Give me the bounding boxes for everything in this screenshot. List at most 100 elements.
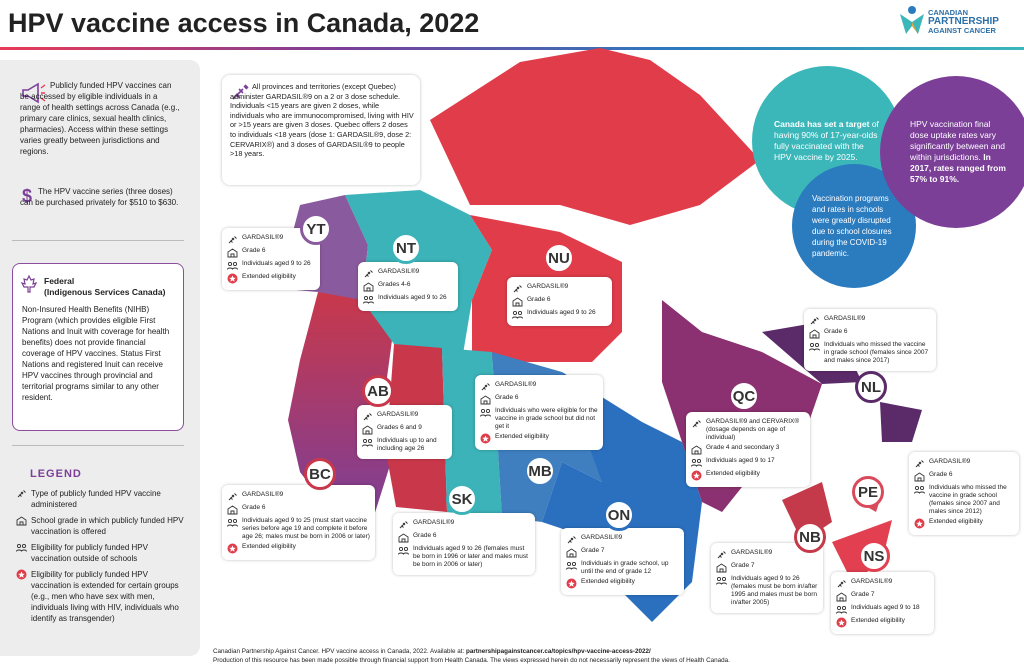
eligibility-icon — [914, 485, 925, 494]
callout-text: of having 90% of 17-year-olds fully vacc… — [774, 119, 879, 162]
dollar-icon: $ — [22, 186, 33, 206]
eligibility-text: Individuals who missed the vaccine in gr… — [929, 484, 1007, 515]
eligibility-icon — [691, 458, 702, 467]
eligibility-text: Individuals aged 9 to 26 — [378, 294, 447, 301]
eligibility-icon — [836, 605, 847, 614]
maple-leaf-icon — [20, 275, 38, 293]
vaccine-text: GARDASIL®9 — [824, 315, 866, 322]
vaccine-row: GARDASIL®9 — [363, 268, 453, 279]
grade-row: Grade 6 — [512, 296, 607, 307]
vaccine-icon — [717, 551, 726, 559]
extended-icon — [227, 273, 238, 284]
grade-text: Grade 6 — [495, 394, 519, 401]
vaccine-text: GARDASIL®9 — [377, 411, 419, 418]
province-card: GARDASIL®9 Grade 6 Individuals aged 9 to 2… — [507, 277, 612, 326]
logo-mark — [900, 6, 924, 34]
grade-row: Grades 4-6 — [363, 281, 453, 292]
citation: Canadian Partnership Against Cancer. HPV… — [213, 648, 465, 655]
vaccine-row: GARDASIL®9 — [566, 534, 679, 545]
extended-text: Extended eligibility — [581, 578, 635, 585]
extended-icon — [836, 617, 847, 628]
eligibility-icon — [398, 546, 409, 555]
province-card: GARDASIL®9 Grades 6 and 9 Individuals up t… — [357, 405, 452, 459]
eligibility-icon — [362, 438, 373, 447]
grade-icon — [16, 516, 27, 526]
vaccine-icon — [481, 383, 490, 391]
eligibility-icon — [480, 408, 491, 417]
vaccine-icon — [915, 460, 924, 468]
province-badge: NL — [855, 371, 887, 403]
province-card: GARDASIL®9 Grade 6 Individuals who missed … — [909, 452, 1019, 535]
vaccine-row: GARDASIL®9 — [716, 549, 818, 560]
divider — [12, 240, 184, 241]
logo-line: CANADIAN — [928, 8, 968, 17]
province-badge: MB — [524, 455, 556, 487]
province-card: GARDASIL®9 Grade 6 Individuals aged 9 to 2… — [222, 485, 375, 560]
grade-text: Grade 7 — [731, 562, 755, 569]
eligibility-row: Individuals aged 9 to 26 (females must b… — [716, 575, 818, 607]
legend-text: Eligibility for publicly funded HPV vacc… — [31, 570, 179, 623]
grade-text: Grades 6 and 9 — [377, 424, 422, 431]
grade-text: Grade 7 — [581, 547, 605, 554]
callout: HPV vaccination final dose uptake rates … — [880, 76, 1024, 228]
vaccine-text: GARDASIL®9 — [378, 268, 420, 275]
extended-text: Extended eligibility — [706, 470, 760, 477]
extended-text: Extended eligibility — [929, 518, 983, 525]
eligibility-icon — [363, 295, 374, 304]
callout-text: Vaccination programs and rates in school… — [812, 193, 896, 259]
federal-body: Non-Insured Health Benefits (NIHB) Progr… — [22, 305, 170, 402]
grade-icon — [227, 505, 238, 515]
extended-row: Extended eligibility — [914, 518, 1014, 529]
vaccine-text: GARDASIL®9 — [851, 578, 893, 585]
grade-text: Grade 7 — [851, 591, 875, 598]
eligibility-text: Individuals aged 9 to 17 — [706, 457, 775, 464]
grade-icon — [480, 395, 491, 405]
province-card: GARDASIL®9 Grades 4-6 Individuals aged 9 t… — [358, 262, 458, 311]
grade-text: Grade 6 — [242, 247, 266, 254]
vaccine-text: GARDASIL®9 — [242, 234, 284, 241]
vaccine-row: GARDASIL®9 — [914, 458, 1014, 469]
grade-text: Grades 4-6 — [378, 281, 411, 288]
grade-row: Grade 6 — [398, 532, 530, 543]
extended-row: Extended eligibility — [691, 470, 805, 481]
grade-text: Grade 6 — [527, 296, 551, 303]
nu-islands — [430, 48, 760, 225]
vaccine-icon — [513, 285, 522, 293]
grade-icon — [363, 282, 374, 292]
extended-icon — [227, 543, 238, 554]
logo-line: AGAINST CANCER — [928, 26, 996, 35]
grade-row: Grade 7 — [836, 591, 929, 602]
grade-row: Grade 4 and secondary 3 — [691, 444, 805, 455]
province-badge: NT — [390, 232, 422, 264]
extended-icon — [16, 569, 27, 580]
grade-text: Grade 4 and secondary 3 — [706, 444, 780, 451]
title-rule — [0, 47, 1024, 50]
legend-text: Type of publicly funded HPV vaccine admi… — [31, 489, 161, 509]
grade-icon — [566, 548, 577, 558]
legend-text: Eligibility for publicly funded HPV vacc… — [31, 543, 148, 563]
vaccine-row: GARDASIL®9 — [398, 519, 530, 530]
vaccine-row: GARDASIL®9 — [480, 381, 598, 392]
province-badge: QC — [728, 380, 760, 412]
vaccine-text: GARDASIL®9 — [495, 381, 537, 388]
eligibility-icon — [809, 342, 820, 351]
nl-island — [880, 402, 922, 442]
province-card: GARDASIL®9 Grade 6 Individuals who missed … — [804, 309, 936, 371]
note-box — [222, 75, 420, 185]
province-badge: YT — [300, 213, 332, 245]
eligibility-text: Individuals aged 9 to 26 — [242, 260, 311, 267]
legend-text: School grade in which publicly funded HP… — [31, 516, 184, 536]
extended-text: Extended eligibility — [242, 543, 296, 550]
divider — [12, 445, 184, 446]
eligibility-row: Individuals who were eligible for the va… — [480, 407, 598, 431]
eligibility-text: Individuals aged 9 to 25 (must start vac… — [242, 517, 370, 540]
province-badge: NU — [543, 242, 575, 274]
grade-icon — [809, 329, 820, 339]
grade-icon — [836, 592, 847, 602]
callout-text: HPV vaccination final dose uptake rates … — [910, 119, 1008, 185]
legend-item: Type of publicly funded HPV vaccine admi… — [16, 488, 186, 510]
eligibility-row: Individuals up to and including age 26 — [362, 437, 447, 453]
eligibility-text: Individuals up to and including age 26 — [377, 437, 437, 452]
eligibility-row: Individuals who missed the vaccine in gr… — [914, 484, 1014, 516]
